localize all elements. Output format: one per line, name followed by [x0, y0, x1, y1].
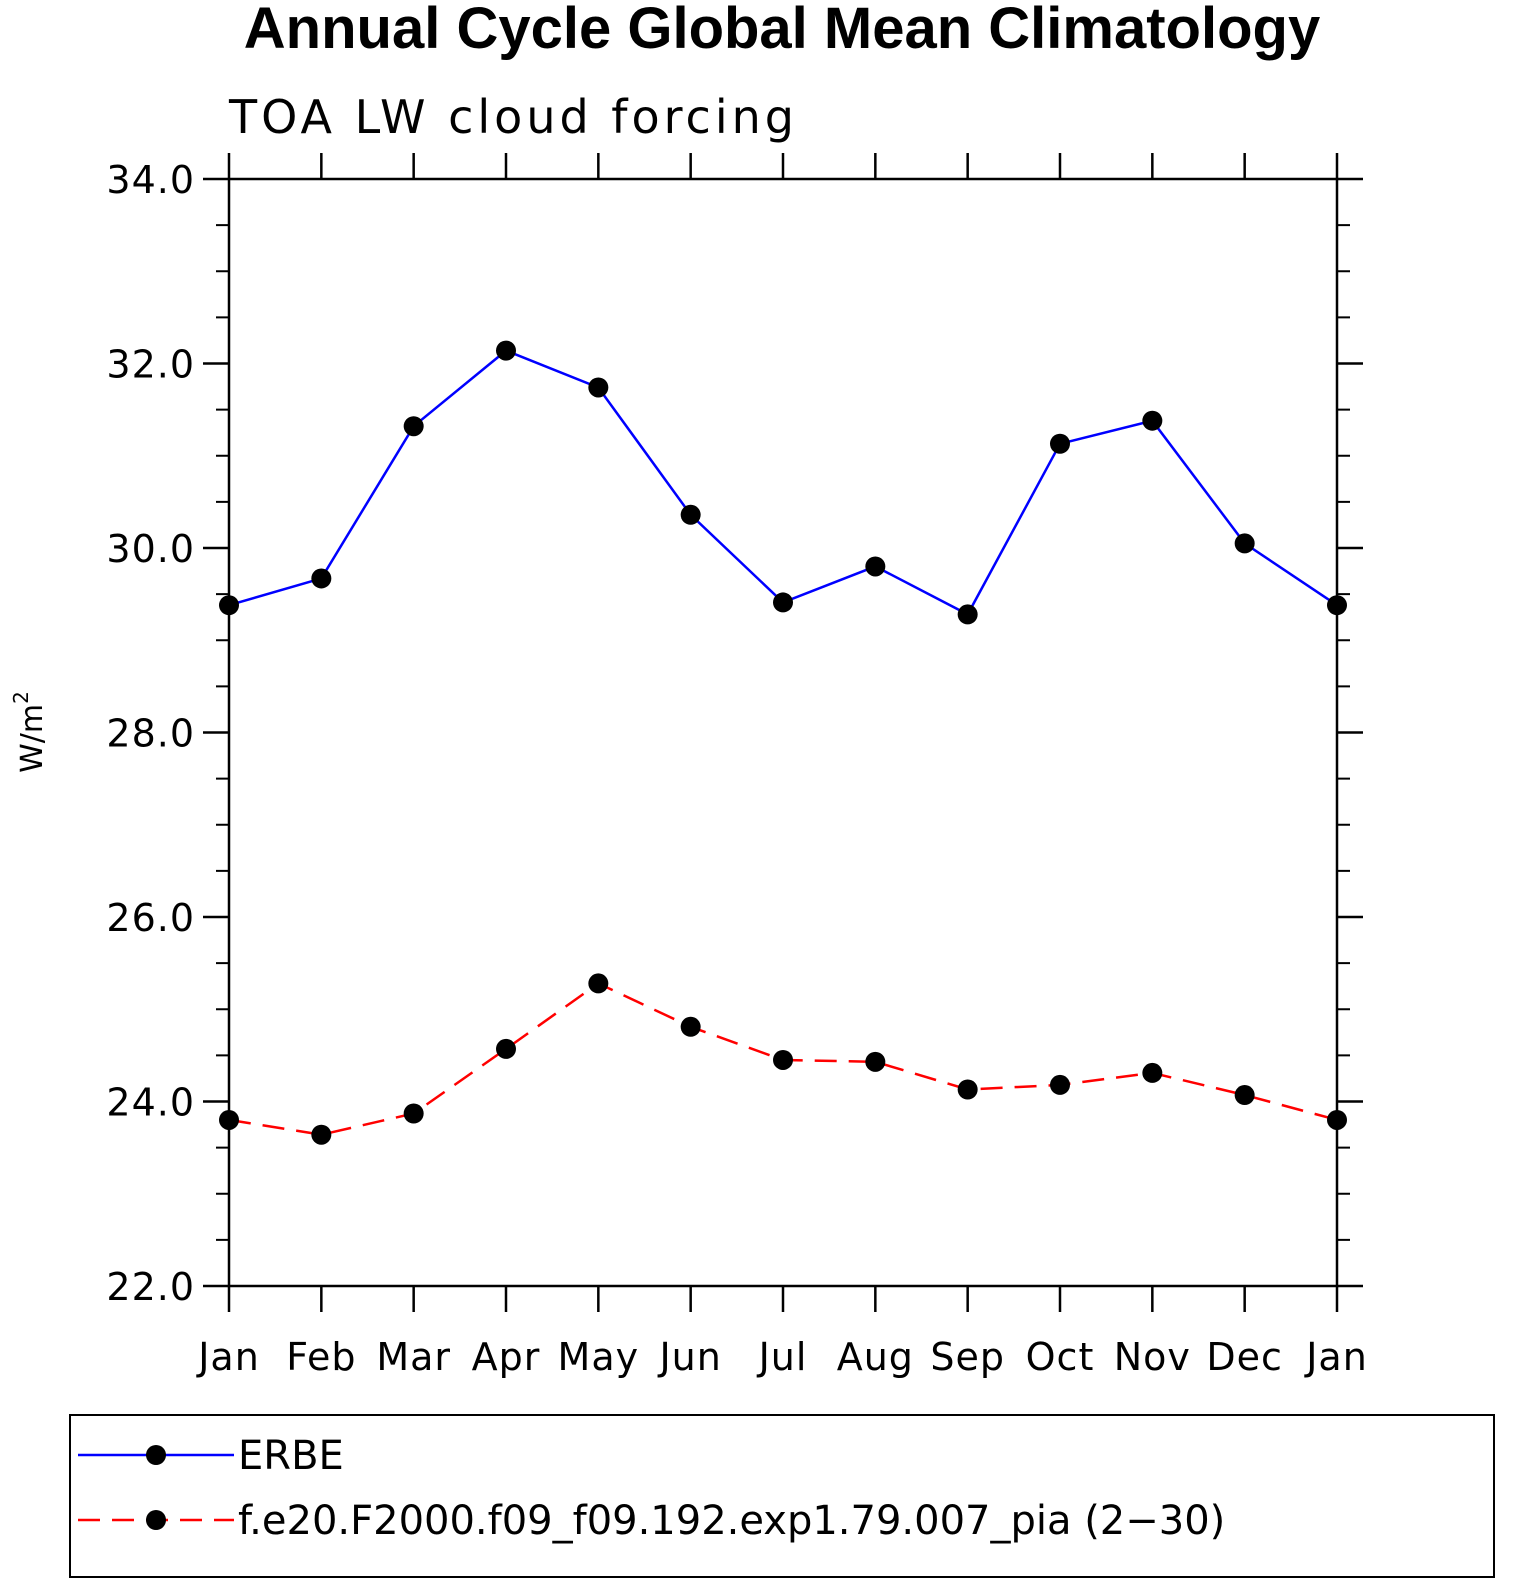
data-point: [957, 1079, 978, 1100]
y-tick-label: 34.0: [106, 158, 195, 202]
y-axis-label-superscript: 2: [9, 691, 33, 704]
data-point: [1234, 533, 1255, 554]
y-tick-label: 26.0: [106, 896, 195, 940]
data-point: [1142, 410, 1163, 431]
legend-label: f.e20.F2000.f09_f09.192.exp1.79.007_pia …: [238, 1498, 1225, 1544]
series-layer: [219, 340, 1347, 1145]
chart-title: Annual Cycle Global Mean Climatology: [244, 0, 1320, 61]
y-tick-label: 30.0: [106, 527, 195, 571]
y-tick-label: 32.0: [106, 343, 195, 387]
x-tick-label: Dec: [1206, 1335, 1283, 1379]
plot-frame: [227, 177, 1339, 1288]
data-point: [865, 1051, 886, 1072]
x-tick-label: Mar: [376, 1335, 451, 1379]
y-tick-label: 28.0: [106, 712, 195, 756]
legend-item-1: ERBE: [78, 1433, 344, 1479]
x-tick-labels: Jan Feb Mar Apr May Jun Jul Aug Sep Oct Nov Dec Jan: [196, 1335, 1368, 1379]
x-tick-label: Jun: [657, 1335, 721, 1379]
data-point: [1050, 1074, 1070, 1095]
x-tick-label: Apr: [472, 1335, 541, 1379]
data-point: [219, 595, 239, 616]
data-point: [496, 340, 516, 361]
y-axis-label-unit: W/m: [15, 704, 50, 773]
data-point: [496, 1038, 516, 1059]
axis-ticks: [203, 153, 1363, 1312]
data-point: [219, 1109, 239, 1130]
data-point: [311, 1124, 332, 1145]
data-point: [403, 1103, 424, 1124]
axes: [227, 177, 1339, 1288]
data-point: [773, 1049, 793, 1070]
data-point: [680, 504, 701, 525]
x-tick-label: May: [558, 1335, 640, 1379]
data-point: [1050, 433, 1070, 454]
x-tick-label: Jan: [196, 1335, 260, 1379]
legend-marker: [146, 1445, 166, 1465]
series-line: [228, 349, 1338, 617]
data-point: [773, 592, 793, 613]
y-tick-label: 22.0: [106, 1265, 195, 1309]
x-tick-label: Sep: [930, 1335, 1005, 1379]
data-point: [957, 604, 978, 625]
x-tick-label: Feb: [286, 1335, 356, 1379]
data-point: [865, 556, 886, 577]
legend-box: [69, 1414, 1495, 1578]
y-tick-labels: 22.0 24.0 26.0 28.0 30.0 32.0 34.0: [106, 158, 195, 1309]
x-tick-label: Nov: [1114, 1335, 1191, 1379]
x-tick-label: Jan: [1304, 1335, 1368, 1379]
x-tick-label: Oct: [1026, 1335, 1095, 1379]
x-tick-label: Aug: [837, 1335, 914, 1379]
data-point: [403, 416, 424, 437]
data-point: [588, 973, 609, 994]
data-point: [588, 377, 609, 398]
series-1: [219, 340, 1347, 625]
x-tick-label: Jul: [757, 1335, 808, 1379]
data-point: [1234, 1085, 1255, 1106]
chart-subtitle: TOA LW cloud forcing: [228, 90, 798, 144]
data-point: [1142, 1062, 1163, 1083]
data-point: [311, 568, 332, 589]
y-tick-label: 24.0: [106, 1081, 195, 1125]
legend-label: ERBE: [238, 1433, 344, 1479]
legend-marker: [146, 1510, 166, 1530]
data-point: [1327, 595, 1347, 616]
legend: ERBE f.e20.F2000.f09_f09.192.exp1.79.007_…: [78, 1433, 1225, 1544]
data-point: [680, 1016, 701, 1037]
legend-item-2: f.e20.F2000.f09_f09.192.exp1.79.007_pia …: [78, 1498, 1225, 1544]
series-2: [219, 973, 1347, 1145]
y-axis-label: W/m2: [9, 691, 50, 773]
data-point: [1327, 1109, 1347, 1130]
